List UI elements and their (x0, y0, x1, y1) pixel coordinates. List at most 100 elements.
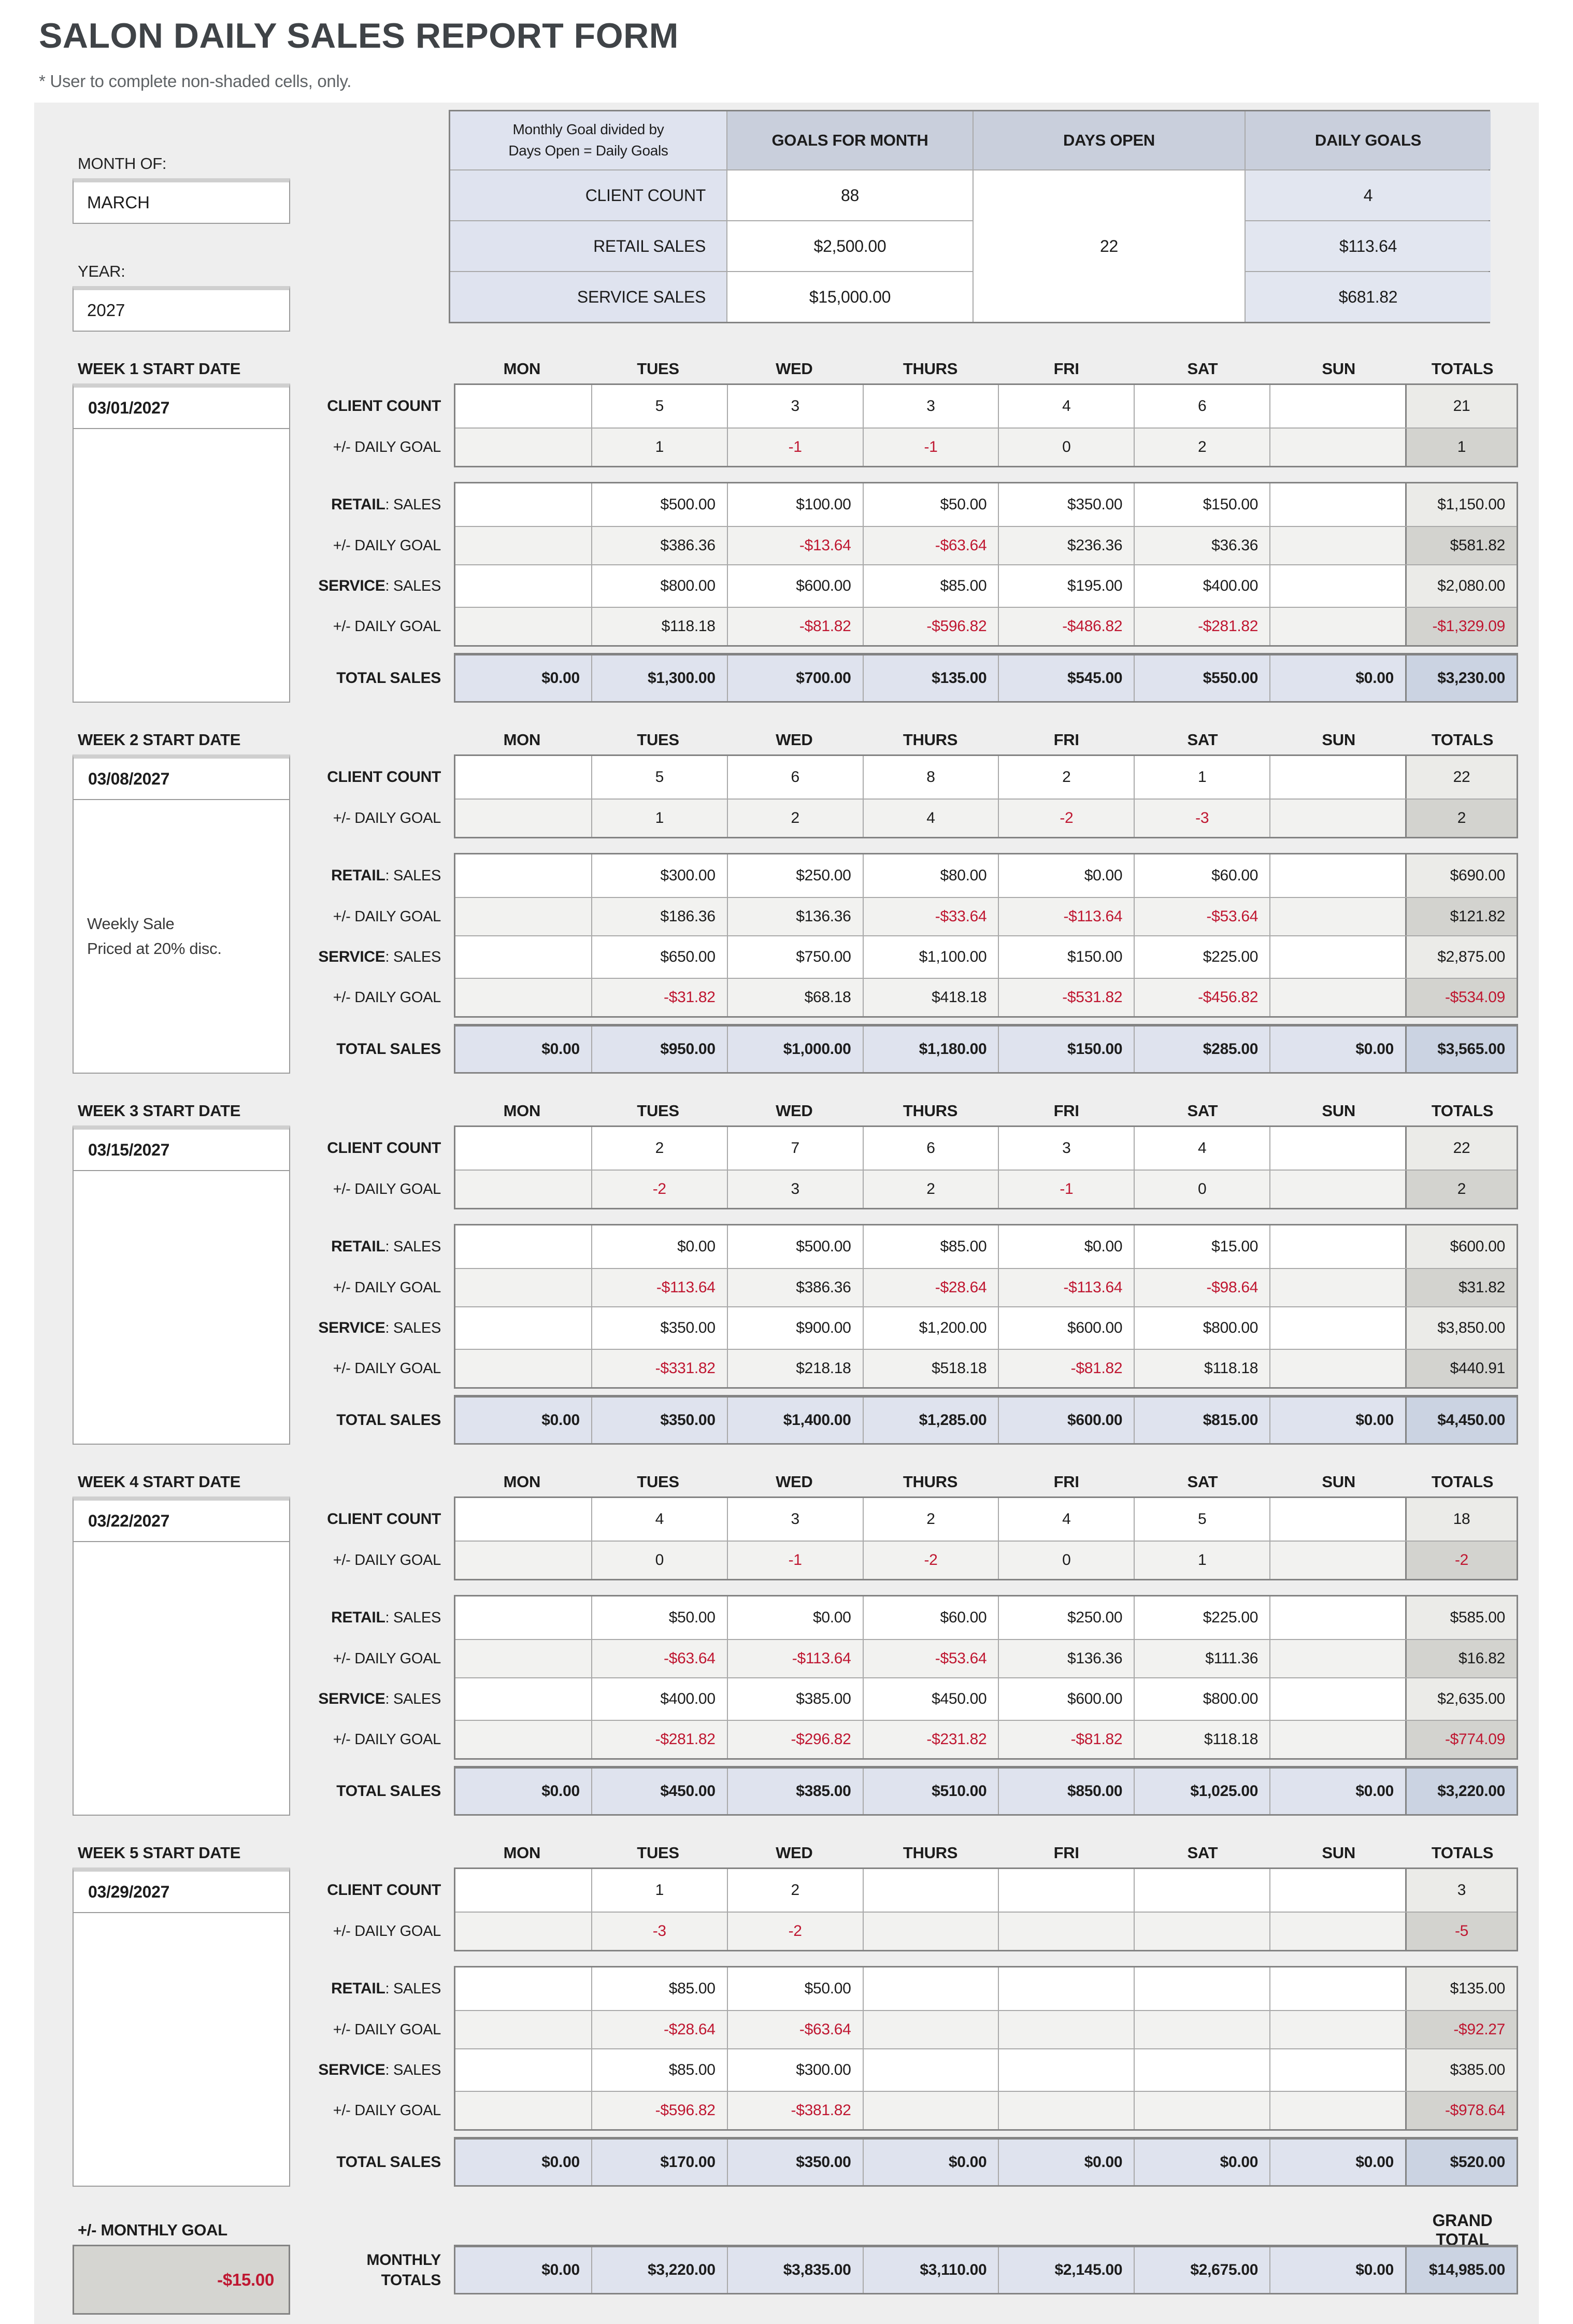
table-cell[interactable] (1134, 1869, 1270, 1912)
table-cell[interactable]: $50.00 (862, 483, 998, 526)
table-cell[interactable]: $250.00 (998, 1596, 1134, 1639)
table-cell[interactable] (862, 1967, 998, 2010)
table-cell[interactable]: 3 (998, 1127, 1134, 1170)
table-cell[interactable]: 5 (591, 385, 727, 427)
table-cell[interactable] (455, 483, 591, 526)
table-cell[interactable]: 1 (1134, 756, 1270, 799)
table-cell[interactable] (455, 1678, 591, 1720)
table-cell[interactable]: $150.00 (998, 936, 1134, 978)
month-input[interactable] (73, 178, 290, 224)
week-start-date-cell[interactable]: 03/29/2027 (73, 1867, 290, 1913)
table-cell[interactable] (1269, 1127, 1405, 1170)
week-note-cell[interactable] (73, 429, 290, 703)
table-cell[interactable] (455, 854, 591, 897)
table-cell[interactable]: $400.00 (591, 1678, 727, 1720)
table-cell[interactable]: $600.00 (726, 565, 863, 607)
table-cell[interactable] (1269, 565, 1405, 607)
week-start-date-cell[interactable]: 03/08/2027 (73, 754, 290, 800)
table-cell[interactable]: $60.00 (1134, 854, 1270, 897)
table-cell[interactable] (1269, 1678, 1405, 1720)
table-cell[interactable] (455, 385, 591, 427)
table-cell[interactable]: 4 (591, 1498, 727, 1541)
table-cell[interactable]: 2 (591, 1127, 727, 1170)
table-cell[interactable]: $195.00 (998, 565, 1134, 607)
service-sales-month-goal-cell[interactable]: $15,000.00 (727, 272, 973, 322)
table-cell[interactable] (455, 1498, 591, 1541)
table-cell[interactable] (455, 2049, 591, 2091)
table-cell[interactable]: $750.00 (726, 936, 863, 978)
year-input[interactable] (73, 286, 290, 332)
table-cell[interactable] (1269, 936, 1405, 978)
table-cell[interactable] (1269, 1225, 1405, 1268)
table-cell[interactable]: $15.00 (1134, 1225, 1270, 1268)
table-cell[interactable]: $600.00 (998, 1307, 1134, 1349)
table-cell[interactable]: $225.00 (1134, 1596, 1270, 1639)
table-cell[interactable]: $450.00 (862, 1678, 998, 1720)
table-cell[interactable]: 6 (1134, 385, 1270, 427)
table-cell[interactable]: $80.00 (862, 854, 998, 897)
table-cell[interactable]: $85.00 (591, 2049, 727, 2091)
table-cell[interactable]: $900.00 (726, 1307, 863, 1349)
table-cell[interactable]: $500.00 (591, 483, 727, 526)
table-cell[interactable]: $400.00 (1134, 565, 1270, 607)
table-cell[interactable]: $0.00 (998, 854, 1134, 897)
table-cell[interactable]: 7 (726, 1127, 863, 1170)
table-cell[interactable]: 2 (862, 1498, 998, 1541)
table-cell[interactable]: 3 (726, 1498, 863, 1541)
table-cell[interactable]: $800.00 (1134, 1307, 1270, 1349)
table-cell[interactable]: 5 (1134, 1498, 1270, 1541)
table-cell[interactable]: 2 (998, 756, 1134, 799)
table-cell[interactable]: $1,100.00 (862, 936, 998, 978)
table-cell[interactable] (862, 1869, 998, 1912)
table-cell[interactable]: $60.00 (862, 1596, 998, 1639)
table-cell[interactable]: 8 (862, 756, 998, 799)
table-cell[interactable]: $0.00 (726, 1596, 863, 1639)
table-cell[interactable]: $100.00 (726, 483, 863, 526)
table-cell[interactable] (1269, 1596, 1405, 1639)
table-cell[interactable] (1134, 1967, 1270, 2010)
table-cell[interactable] (1269, 385, 1405, 427)
table-cell[interactable] (1269, 1869, 1405, 1912)
table-cell[interactable]: 5 (591, 756, 727, 799)
table-cell[interactable] (455, 1596, 591, 1639)
table-cell[interactable]: $650.00 (591, 936, 727, 978)
table-cell[interactable] (1269, 854, 1405, 897)
table-cell[interactable] (1269, 756, 1405, 799)
table-cell[interactable]: $350.00 (998, 483, 1134, 526)
table-cell[interactable]: $0.00 (591, 1225, 727, 1268)
table-cell[interactable] (998, 1967, 1134, 2010)
table-cell[interactable] (455, 756, 591, 799)
table-cell[interactable] (455, 1869, 591, 1912)
table-cell[interactable]: $150.00 (1134, 483, 1270, 526)
table-cell[interactable] (862, 2049, 998, 2091)
client-count-month-goal-cell[interactable]: 88 (727, 170, 973, 220)
table-cell[interactable] (1269, 483, 1405, 526)
table-cell[interactable] (998, 2049, 1134, 2091)
week-start-date-cell[interactable]: 03/15/2027 (73, 1125, 290, 1171)
retail-sales-month-goal-cell[interactable]: $2,500.00 (727, 221, 973, 271)
table-cell[interactable]: 6 (726, 756, 863, 799)
table-cell[interactable]: 4 (1134, 1127, 1270, 1170)
days-open-cell[interactable]: 22 (974, 170, 1245, 322)
week-note-cell[interactable] (73, 1171, 290, 1445)
table-cell[interactable]: 3 (862, 385, 998, 427)
table-cell[interactable]: $0.00 (998, 1225, 1134, 1268)
table-cell[interactable]: $300.00 (726, 2049, 863, 2091)
table-cell[interactable]: 3 (726, 385, 863, 427)
table-cell[interactable]: $250.00 (726, 854, 863, 897)
table-cell[interactable]: $800.00 (591, 565, 727, 607)
table-cell[interactable]: 1 (591, 1869, 727, 1912)
table-cell[interactable] (998, 1869, 1134, 1912)
table-cell[interactable] (1269, 1967, 1405, 2010)
table-cell[interactable]: $600.00 (998, 1678, 1134, 1720)
table-cell[interactable]: $85.00 (591, 1967, 727, 2010)
week-note-cell[interactable] (73, 1913, 290, 2187)
week-start-date-cell[interactable]: 03/01/2027 (73, 383, 290, 429)
table-cell[interactable] (1134, 2049, 1270, 2091)
table-cell[interactable]: $50.00 (591, 1596, 727, 1639)
table-cell[interactable]: $225.00 (1134, 936, 1270, 978)
table-cell[interactable]: $300.00 (591, 854, 727, 897)
table-cell[interactable]: $85.00 (862, 565, 998, 607)
table-cell[interactable]: $50.00 (726, 1967, 863, 2010)
table-cell[interactable]: $385.00 (726, 1678, 863, 1720)
